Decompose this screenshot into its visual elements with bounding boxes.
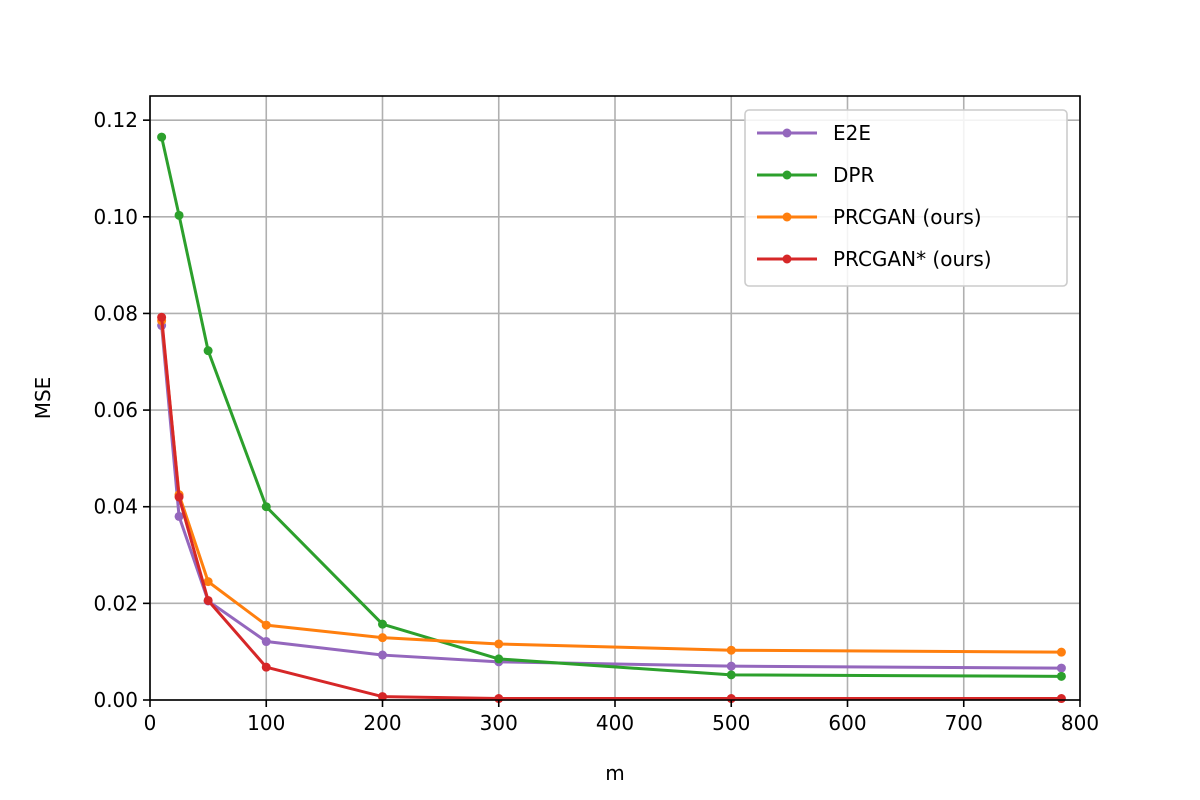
- data-point: [378, 650, 387, 660]
- legend-item: PRCGAN* (ours): [757, 247, 992, 271]
- legend: E2E DPR PRCGAN (ours) PRCGAN* (ours): [744, 109, 1068, 287]
- data-point: [261, 620, 271, 630]
- legend-label: PRCGAN (ours): [833, 205, 982, 229]
- data-point: [726, 694, 736, 704]
- data-point: [261, 637, 271, 647]
- data-point: [1056, 671, 1066, 681]
- data-point: [1056, 647, 1066, 657]
- y-tick-label: 0.02: [93, 591, 138, 615]
- x-tick-label: 0: [144, 711, 157, 735]
- series-line: [160, 325, 1062, 670]
- data-point: [494, 639, 504, 649]
- series-line: [160, 136, 1062, 678]
- data-point: [174, 511, 184, 521]
- series-line: [160, 317, 1062, 701]
- data-point: [378, 619, 387, 629]
- y-axis: 0.00 0.02 0.04 0.06 0.08 0.10 0.12: [93, 108, 150, 712]
- x-tick-label: 500: [712, 711, 750, 735]
- legend-item: E2E: [757, 121, 871, 145]
- legend-box: [744, 109, 1068, 287]
- legend-swatch-marker: [782, 212, 792, 222]
- x-axis: 0 100 200 300 400 500 600 700 800: [144, 700, 1099, 735]
- data-point: [1056, 663, 1066, 673]
- legend-label: DPR: [833, 163, 874, 187]
- legend-swatch-marker: [782, 254, 792, 264]
- series-layer: [157, 132, 1066, 704]
- legend-label: E2E: [833, 121, 871, 145]
- data-point: [157, 132, 167, 142]
- legend-item: DPR: [757, 163, 874, 187]
- data-point: [174, 492, 184, 502]
- legend-swatch-marker: [782, 170, 792, 180]
- data-point: [203, 595, 213, 605]
- series-1: [157, 132, 1066, 681]
- data-point: [261, 662, 271, 672]
- x-tick-label: 200: [363, 711, 401, 735]
- data-point: [726, 670, 736, 680]
- y-tick-label: 0.08: [93, 301, 138, 325]
- y-tick-label: 0.04: [93, 495, 138, 519]
- data-point: [494, 654, 504, 664]
- x-tick-label: 800: [1061, 711, 1099, 735]
- data-point: [174, 210, 184, 220]
- x-tick-label: 700: [945, 711, 983, 735]
- x-tick-label: 400: [596, 711, 634, 735]
- x-tick-label: 600: [828, 711, 866, 735]
- x-axis-label: m: [605, 761, 624, 785]
- data-point: [726, 645, 736, 655]
- legend-swatch-marker: [782, 128, 792, 138]
- legend-label: PRCGAN* (ours): [833, 247, 992, 271]
- legend-item: PRCGAN (ours): [757, 205, 982, 229]
- y-tick-label: 0.06: [93, 398, 138, 422]
- data-point: [1056, 694, 1066, 704]
- y-tick-label: 0.12: [93, 108, 138, 132]
- data-point: [157, 312, 167, 322]
- series-3: [157, 312, 1066, 704]
- y-axis-label: MSE: [31, 377, 55, 420]
- data-point: [726, 661, 736, 671]
- data-point: [261, 502, 271, 512]
- data-point: [378, 633, 387, 643]
- x-tick-label: 300: [480, 711, 518, 735]
- y-tick-label: 0.00: [93, 688, 138, 712]
- data-point: [494, 694, 504, 704]
- data-point: [378, 692, 387, 702]
- data-point: [203, 346, 213, 356]
- y-tick-label: 0.10: [93, 205, 138, 229]
- x-tick-label: 100: [247, 711, 285, 735]
- data-point: [203, 577, 213, 587]
